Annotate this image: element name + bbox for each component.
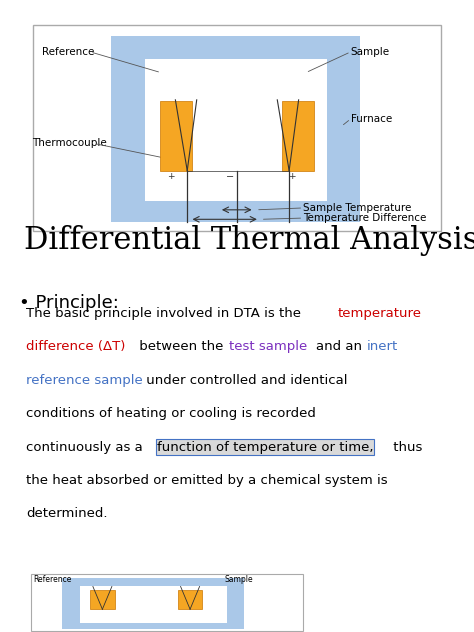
Text: and an: and an — [316, 340, 366, 353]
Text: −: − — [226, 172, 234, 182]
Text: • Principle:: • Principle: — [19, 294, 119, 312]
Text: +: + — [288, 172, 296, 181]
Text: The basic principle involved in DTA is the: The basic principle involved in DTA is t… — [26, 307, 305, 320]
Text: Furnace: Furnace — [351, 114, 392, 124]
Text: difference (ΔT): difference (ΔT) — [26, 340, 126, 353]
Bar — [33, 25, 441, 231]
Text: the heat absorbed or emitted by a chemical system is: the heat absorbed or emitted by a chemic… — [26, 474, 388, 487]
Bar — [111, 36, 360, 222]
Text: temperature: temperature — [338, 307, 422, 320]
Text: under controlled and identical: under controlled and identical — [142, 374, 348, 387]
Bar — [80, 586, 227, 623]
Text: conditions of heating or cooling is recorded: conditions of heating or cooling is reco… — [26, 407, 316, 420]
Text: Sample: Sample — [224, 575, 253, 584]
Text: +: + — [167, 172, 175, 181]
Text: Thermocouple: Thermocouple — [32, 138, 107, 149]
Text: Differential Thermal Analysis (DTA): Differential Thermal Analysis (DTA) — [24, 225, 474, 256]
Bar — [31, 574, 303, 631]
Text: Sample Temperature: Sample Temperature — [303, 203, 412, 213]
Text: function of temperature or time,: function of temperature or time, — [157, 441, 373, 454]
Bar — [282, 101, 314, 171]
Text: Temperature Difference: Temperature Difference — [303, 213, 427, 223]
Bar — [90, 590, 115, 609]
Text: thus: thus — [389, 441, 422, 454]
Text: Sample: Sample — [351, 47, 390, 57]
Text: continuously as a: continuously as a — [26, 441, 147, 454]
Text: inert: inert — [367, 340, 398, 353]
Bar — [145, 59, 327, 201]
Bar — [160, 101, 192, 171]
Text: test sample: test sample — [229, 340, 312, 353]
Text: Reference: Reference — [33, 575, 72, 584]
Bar — [178, 590, 202, 609]
Text: determined.: determined. — [26, 507, 108, 521]
Bar — [62, 578, 244, 629]
Text: between the: between the — [135, 340, 228, 353]
Text: Reference: Reference — [42, 47, 94, 57]
Text: reference sample: reference sample — [26, 374, 143, 387]
